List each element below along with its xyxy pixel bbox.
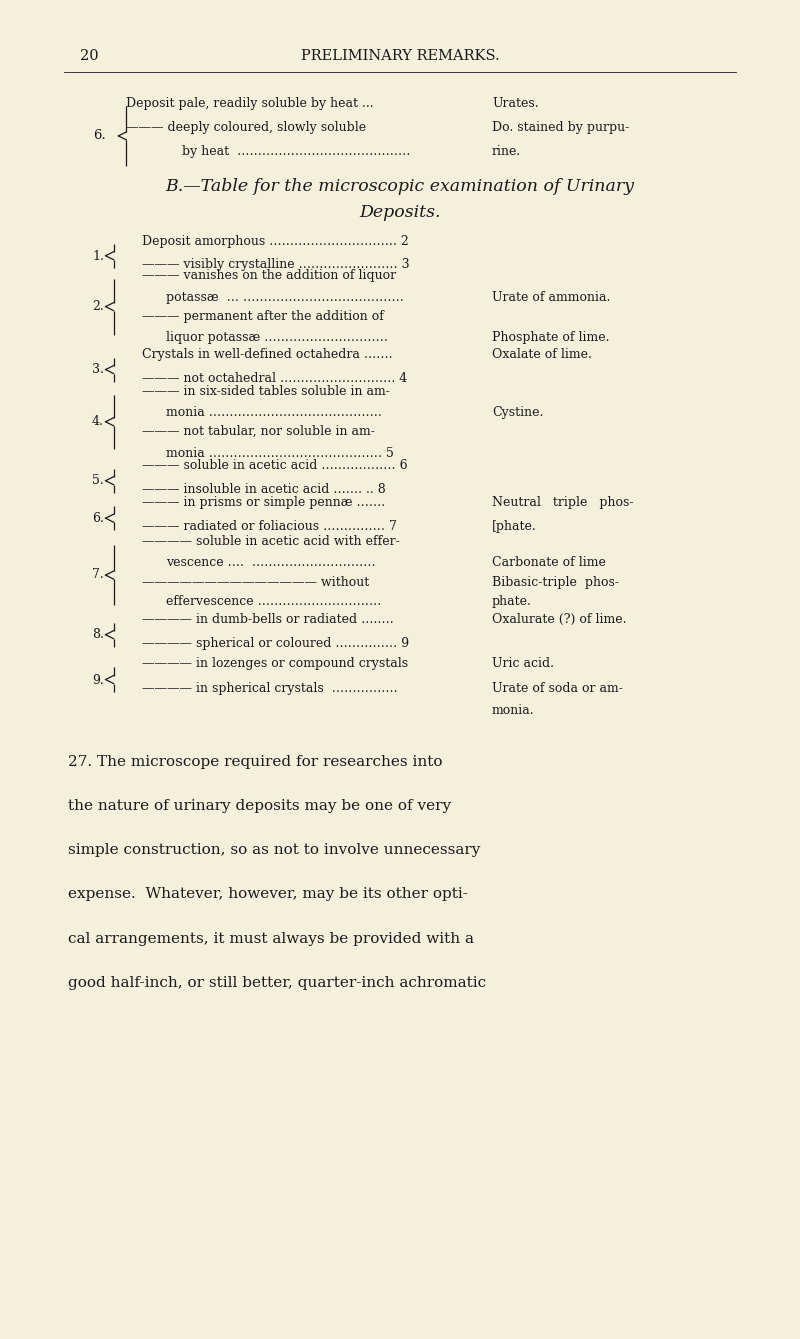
Text: simple construction, so as not to involve unnecessary: simple construction, so as not to involv… bbox=[68, 844, 480, 857]
Text: 4.: 4. bbox=[92, 415, 104, 428]
Text: 20: 20 bbox=[80, 50, 98, 63]
Text: ———— spherical or coloured …………… 9: ———— spherical or coloured …………… 9 bbox=[142, 637, 410, 649]
Text: 5.: 5. bbox=[92, 474, 104, 487]
Text: ——— vanishes on the addition of liquor: ——— vanishes on the addition of liquor bbox=[142, 269, 397, 281]
Text: Crystals in well-defined octahedra …….: Crystals in well-defined octahedra ……. bbox=[142, 348, 393, 360]
Text: [phate.: [phate. bbox=[492, 521, 537, 533]
Text: 3.: 3. bbox=[92, 363, 104, 376]
Text: Bibasic-triple  phos-: Bibasic-triple phos- bbox=[492, 577, 619, 589]
Text: ——— deeply coloured, slowly soluble: ——— deeply coloured, slowly soluble bbox=[126, 122, 366, 134]
Text: 1.: 1. bbox=[92, 250, 104, 262]
Text: ———— in spherical crystals  …………….: ———— in spherical crystals ……………. bbox=[142, 683, 398, 695]
Text: potassæ  … …………………………………: potassæ … ………………………………… bbox=[166, 292, 404, 304]
Text: ——— not octahedral ………………………. 4: ——— not octahedral ………………………. 4 bbox=[142, 372, 408, 384]
Text: Do. stained by purpu-: Do. stained by purpu- bbox=[492, 122, 630, 134]
Text: ———— in lozenges or compound crystals: ———— in lozenges or compound crystals bbox=[142, 657, 409, 670]
Text: Urate of ammonia.: Urate of ammonia. bbox=[492, 292, 610, 304]
Text: monia …………………………………… 5: monia …………………………………… 5 bbox=[166, 447, 394, 459]
Text: Oxalate of lime.: Oxalate of lime. bbox=[492, 348, 592, 360]
Text: monia ……………………………………: monia …………………………………… bbox=[166, 407, 382, 419]
Text: ——— insoluble in acetic acid ……. .. 8: ——— insoluble in acetic acid ……. .. 8 bbox=[142, 483, 386, 495]
Text: vescence ….  …………………………: vescence …. ………………………… bbox=[166, 557, 376, 569]
Text: Neutral   triple   phos-: Neutral triple phos- bbox=[492, 497, 634, 509]
Text: ——— visibly crystalline …………………… 3: ——— visibly crystalline …………………… 3 bbox=[142, 258, 410, 270]
Text: Urate of soda or am-: Urate of soda or am- bbox=[492, 683, 623, 695]
Text: ———— soluble in acetic acid with effer-: ———— soluble in acetic acid with effer- bbox=[142, 536, 400, 548]
Text: Carbonate of lime: Carbonate of lime bbox=[492, 557, 606, 569]
Text: PRELIMINARY REMARKS.: PRELIMINARY REMARKS. bbox=[301, 50, 499, 63]
Text: ——— radiated or foliacious …………… 7: ——— radiated or foliacious …………… 7 bbox=[142, 521, 398, 533]
Text: good half-inch, or still better, quarter-inch achromatic: good half-inch, or still better, quarter… bbox=[68, 976, 486, 990]
Text: monia.: monia. bbox=[492, 704, 534, 716]
Text: —————————————— without: —————————————— without bbox=[142, 577, 370, 589]
Text: ——— permanent after the addition of: ——— permanent after the addition of bbox=[142, 311, 384, 323]
Text: Urates.: Urates. bbox=[492, 98, 538, 110]
Text: cal arrangements, it must always be provided with a: cal arrangements, it must always be prov… bbox=[68, 932, 474, 945]
Text: ———— in dumb-bells or radiated ….….: ———— in dumb-bells or radiated ….…. bbox=[142, 613, 394, 625]
Text: 7.: 7. bbox=[92, 568, 104, 581]
Text: 8.: 8. bbox=[92, 628, 104, 641]
Text: Oxalurate (?) of lime.: Oxalurate (?) of lime. bbox=[492, 613, 626, 625]
Text: phate.: phate. bbox=[492, 596, 532, 608]
Text: 6.: 6. bbox=[93, 130, 106, 142]
Text: rine.: rine. bbox=[492, 146, 522, 158]
Text: expense.  Whatever, however, may be its other opti-: expense. Whatever, however, may be its o… bbox=[68, 888, 468, 901]
Text: the nature of urinary deposits may be one of very: the nature of urinary deposits may be on… bbox=[68, 799, 451, 813]
Text: Uric acid.: Uric acid. bbox=[492, 657, 554, 670]
Text: by heat  ……………………………………: by heat …………………………………… bbox=[182, 146, 410, 158]
Text: Deposit amorphous …………………………. 2: Deposit amorphous …………………………. 2 bbox=[142, 236, 409, 248]
Text: Phosphate of lime.: Phosphate of lime. bbox=[492, 332, 610, 344]
Text: 2.: 2. bbox=[92, 300, 104, 313]
Text: ——— in six-sided tables soluble in am-: ——— in six-sided tables soluble in am- bbox=[142, 386, 390, 398]
Text: liquor potassæ …………………………: liquor potassæ ………………………… bbox=[166, 332, 389, 344]
Text: Cystine.: Cystine. bbox=[492, 407, 543, 419]
Text: ——— soluble in acetic acid ……………… 6: ——— soluble in acetic acid ……………… 6 bbox=[142, 459, 408, 471]
Text: Deposits.: Deposits. bbox=[359, 204, 441, 221]
Text: B.—Table for the microscopic examination of Urinary: B.—Table for the microscopic examination… bbox=[166, 178, 634, 195]
Text: ——— in prisms or simple pennæ …….: ——— in prisms or simple pennæ ……. bbox=[142, 497, 386, 509]
Text: 9.: 9. bbox=[92, 674, 104, 687]
Text: 6.: 6. bbox=[92, 511, 104, 525]
Text: ——— not tabular, nor soluble in am-: ——— not tabular, nor soluble in am- bbox=[142, 426, 375, 438]
Text: 27. The microscope required for researches into: 27. The microscope required for research… bbox=[68, 755, 442, 769]
Text: Deposit pale, readily soluble by heat ...: Deposit pale, readily soluble by heat ..… bbox=[126, 98, 374, 110]
Text: effervescence …………………………: effervescence ………………………… bbox=[166, 596, 382, 608]
